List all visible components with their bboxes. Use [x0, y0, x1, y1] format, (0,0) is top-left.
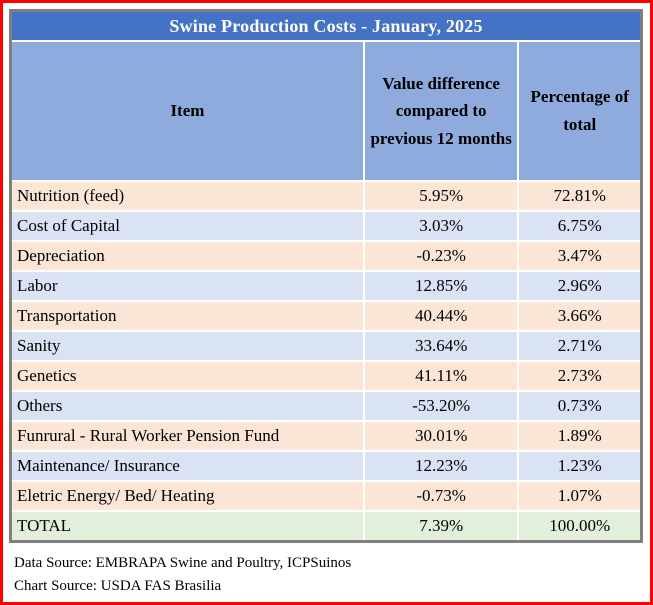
chart-source-note: Chart Source: USDA FAS Brasilia: [14, 578, 222, 594]
value-difference-cell: 12.23%: [362, 450, 520, 482]
item-cell: TOTAL: [9, 510, 365, 543]
value-difference-cell: 3.03%: [362, 210, 520, 242]
percentage-cell: 0.73%: [517, 390, 643, 422]
table-row: Maintenance/ Insurance 12.23% 1.23%: [9, 450, 643, 482]
percentage-cell: 2.71%: [517, 330, 643, 362]
value-difference-cell: -0.73%: [362, 480, 520, 512]
percentage-cell: 3.47%: [517, 240, 643, 272]
percentage-cell: 1.89%: [517, 420, 643, 452]
item-cell: Funrural - Rural Worker Pension Fund: [9, 420, 365, 452]
title-row: Swine Production Costs - January, 2025: [9, 9, 643, 42]
total-row: TOTAL 7.39% 100.00%: [9, 510, 643, 543]
source-notes: Data Source: EMBRAPA Swine and Poultry, …: [14, 552, 643, 598]
table-row: Eletric Energy/ Bed/ Heating -0.73% 1.07%: [9, 480, 643, 512]
table-title: Swine Production Costs - January, 2025: [9, 9, 643, 42]
value-difference-cell: 12.85%: [362, 270, 520, 302]
item-cell: Nutrition (feed): [9, 180, 365, 212]
percentage-cell: 3.66%: [517, 300, 643, 332]
percentage-cell: 1.23%: [517, 450, 643, 482]
table-row: Nutrition (feed) 5.95% 72.81%: [9, 180, 643, 212]
table-body: Nutrition (feed) 5.95% 72.81% Cost of Capit…: [9, 180, 643, 543]
item-cell: Sanity: [9, 330, 365, 362]
column-header-row: Item Value difference compared to previo…: [9, 40, 643, 182]
percentage-cell: 2.73%: [517, 360, 643, 392]
table-row: Cost of Capital 3.03% 6.75%: [9, 210, 643, 242]
table-row: Transportation 40.44% 3.66%: [9, 300, 643, 332]
percentage-cell: 2.96%: [517, 270, 643, 302]
table-row: Depreciation -0.23% 3.47%: [9, 240, 643, 272]
item-cell: Others: [9, 390, 365, 422]
table-row: Labor 12.85% 2.96%: [9, 270, 643, 302]
percentage-cell: 1.07%: [517, 480, 643, 512]
percentage-cell: 6.75%: [517, 210, 643, 242]
data-source-note: Data Source: EMBRAPA Swine and Poultry, …: [14, 555, 352, 571]
percentage-cell: 100.00%: [517, 510, 643, 543]
item-cell: Maintenance/ Insurance: [9, 450, 365, 482]
column-header-item: Item: [9, 40, 365, 182]
value-difference-cell: 41.11%: [362, 360, 520, 392]
table-row: Genetics 41.11% 2.73%: [9, 360, 643, 392]
percentage-cell: 72.81%: [517, 180, 643, 212]
item-cell: Genetics: [9, 360, 365, 392]
value-difference-cell: -0.23%: [362, 240, 520, 272]
column-header-value-difference: Value difference compared to previous 12…: [362, 40, 520, 182]
table-row: Funrural - Rural Worker Pension Fund 30.0…: [9, 420, 643, 452]
item-cell: Transportation: [9, 300, 365, 332]
value-difference-cell: 5.95%: [362, 180, 520, 212]
item-cell: Labor: [9, 270, 365, 302]
item-cell: Cost of Capital: [9, 210, 365, 242]
table-row: Sanity 33.64% 2.71%: [9, 330, 643, 362]
column-header-percentage-of-total: Percentage of total: [517, 40, 643, 182]
table-row: Others -53.20% 0.73%: [9, 390, 643, 422]
value-difference-cell: 7.39%: [362, 510, 520, 543]
swine-costs-table: Swine Production Costs - January, 2025 I…: [9, 9, 643, 543]
value-difference-cell: 30.01%: [362, 420, 520, 452]
value-difference-cell: 33.64%: [362, 330, 520, 362]
value-difference-cell: -53.20%: [362, 390, 520, 422]
item-cell: Depreciation: [9, 240, 365, 272]
value-difference-cell: 40.44%: [362, 300, 520, 332]
item-cell: Eletric Energy/ Bed/ Heating: [9, 480, 365, 512]
